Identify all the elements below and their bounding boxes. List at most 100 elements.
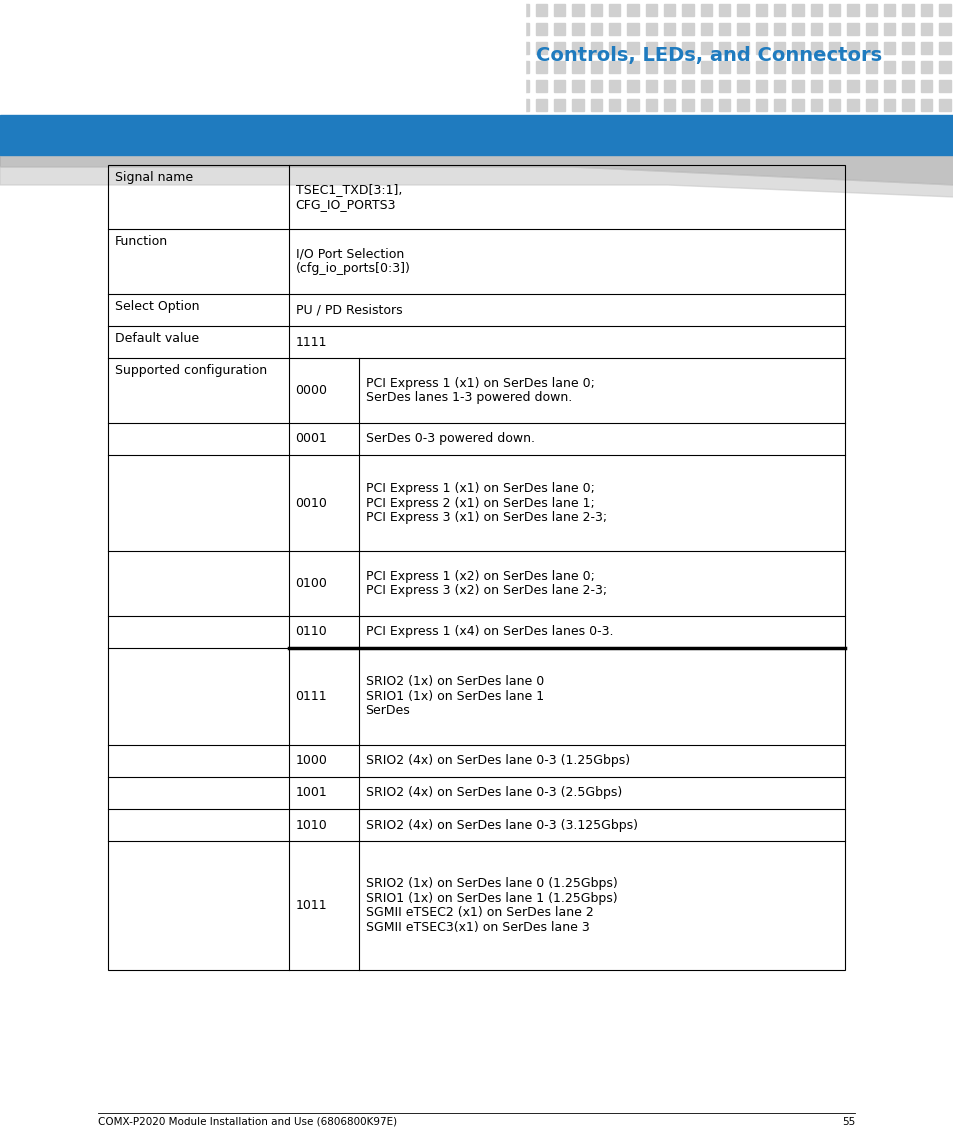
Bar	[938, 42, 949, 54]
Bar	[315, 3, 326, 16]
Bar	[77, 42, 88, 54]
Bar	[223, 42, 234, 54]
Bar	[278, 3, 290, 16]
Bar	[773, 100, 784, 111]
Text: 1111: 1111	[295, 335, 327, 348]
Bar	[737, 100, 748, 111]
Bar	[296, 100, 308, 111]
Bar	[169, 3, 180, 16]
Text: Supported configuration: Supported configuration	[115, 364, 267, 377]
Bar	[95, 3, 107, 16]
Text: PCI Express 3 (x1) on SerDes lane 2-3;: PCI Express 3 (x1) on SerDes lane 2-3;	[365, 511, 606, 524]
Bar	[388, 80, 399, 93]
Bar	[810, 80, 821, 93]
Bar	[132, 80, 143, 93]
Bar	[846, 3, 858, 16]
Bar	[334, 61, 345, 73]
Text: SGMII eTSEC2 (x1) on SerDes lane 2: SGMII eTSEC2 (x1) on SerDes lane 2	[365, 907, 593, 919]
Text: SerDes 0-3 powered down.: SerDes 0-3 powered down.	[365, 432, 534, 445]
Bar	[113, 3, 125, 16]
Bar	[40, 42, 51, 54]
Bar	[461, 23, 473, 34]
Bar	[517, 100, 528, 111]
Bar	[40, 61, 51, 73]
Bar	[700, 100, 711, 111]
Bar	[828, 23, 840, 34]
Bar	[113, 80, 125, 93]
Bar	[205, 61, 216, 73]
Bar	[22, 23, 33, 34]
Bar	[535, 3, 546, 16]
Text: Function: Function	[115, 236, 168, 248]
Bar	[40, 3, 51, 16]
Text: 0100: 0100	[295, 577, 327, 590]
Bar	[883, 80, 895, 93]
Bar	[828, 100, 840, 111]
Bar	[334, 100, 345, 111]
Bar	[58, 42, 70, 54]
Bar	[370, 100, 381, 111]
Bar	[864, 23, 876, 34]
Text: SRIO2 (4x) on SerDes lane 0-3 (3.125Gbps): SRIO2 (4x) on SerDes lane 0-3 (3.125Gbps…	[365, 819, 637, 831]
Bar	[40, 23, 51, 34]
Bar	[4, 42, 15, 54]
Bar	[58, 80, 70, 93]
Bar	[443, 100, 455, 111]
Text: 0110: 0110	[295, 625, 327, 639]
Text: 0001: 0001	[295, 432, 327, 445]
Bar	[663, 100, 675, 111]
Bar	[572, 23, 583, 34]
Bar	[425, 100, 436, 111]
Bar	[461, 42, 473, 54]
Bar	[461, 100, 473, 111]
Text: SRIO2 (4x) on SerDes lane 0-3 (2.5Gbps): SRIO2 (4x) on SerDes lane 0-3 (2.5Gbps)	[365, 787, 621, 799]
Bar	[920, 23, 931, 34]
Bar	[883, 61, 895, 73]
Bar	[187, 80, 198, 93]
Bar	[132, 3, 143, 16]
Bar	[864, 3, 876, 16]
Bar	[938, 100, 949, 111]
Bar	[352, 61, 363, 73]
Text: PCI Express 1 (x2) on SerDes lane 0;: PCI Express 1 (x2) on SerDes lane 0;	[365, 570, 594, 583]
Bar	[719, 23, 730, 34]
Bar	[681, 23, 693, 34]
Bar	[315, 23, 326, 34]
Bar	[205, 100, 216, 111]
Bar	[810, 3, 821, 16]
Bar	[242, 80, 253, 93]
Bar	[681, 100, 693, 111]
Bar	[95, 80, 107, 93]
Bar	[425, 61, 436, 73]
Bar	[95, 61, 107, 73]
Bar	[792, 42, 802, 54]
Bar	[681, 61, 693, 73]
Bar	[535, 100, 546, 111]
Bar	[22, 42, 33, 54]
Text: PCI Express 1 (x1) on SerDes lane 0;: PCI Express 1 (x1) on SerDes lane 0;	[365, 377, 594, 389]
Bar	[608, 80, 619, 93]
Bar	[773, 42, 784, 54]
Bar	[150, 80, 161, 93]
Bar	[315, 61, 326, 73]
Bar	[902, 100, 913, 111]
Bar	[260, 23, 272, 34]
Bar	[792, 3, 802, 16]
Bar	[626, 100, 638, 111]
Bar	[517, 3, 528, 16]
Bar	[864, 100, 876, 111]
Bar	[260, 42, 272, 54]
Bar	[370, 23, 381, 34]
Bar	[626, 23, 638, 34]
Bar	[407, 42, 418, 54]
Bar	[700, 61, 711, 73]
Bar	[480, 42, 492, 54]
Bar	[352, 80, 363, 93]
Bar	[205, 80, 216, 93]
Bar	[920, 42, 931, 54]
Bar	[828, 61, 840, 73]
Bar	[278, 80, 290, 93]
Bar	[663, 80, 675, 93]
Bar	[920, 61, 931, 73]
Bar	[755, 61, 766, 73]
